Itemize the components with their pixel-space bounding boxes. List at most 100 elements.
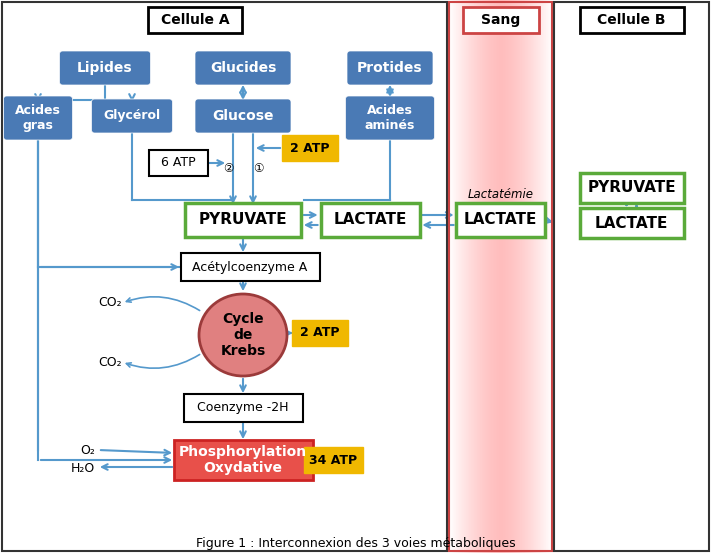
Bar <box>499 0 500 553</box>
Bar <box>530 0 531 553</box>
Text: Acides
gras: Acides gras <box>15 104 61 132</box>
Bar <box>449 0 450 553</box>
Text: Cellule B: Cellule B <box>597 13 665 27</box>
Text: Lipides: Lipides <box>77 61 133 75</box>
Bar <box>452 0 453 553</box>
Bar <box>526 0 527 553</box>
Bar <box>524 0 525 553</box>
Bar <box>541 0 542 553</box>
Bar <box>509 0 510 553</box>
Bar <box>514 0 515 553</box>
FancyBboxPatch shape <box>579 208 683 238</box>
Text: Cellule A: Cellule A <box>161 13 230 27</box>
Bar <box>513 0 514 553</box>
FancyBboxPatch shape <box>304 447 363 473</box>
FancyBboxPatch shape <box>462 7 538 33</box>
Text: Lactatémie: Lactatémie <box>468 189 533 201</box>
Bar <box>504 0 505 553</box>
Bar <box>472 0 473 553</box>
Text: Glycérol: Glycérol <box>103 109 161 123</box>
Bar <box>512 0 513 553</box>
Bar <box>486 0 487 553</box>
Bar <box>546 0 547 553</box>
Text: CO₂: CO₂ <box>98 356 122 368</box>
Text: H₂O: H₂O <box>71 462 95 476</box>
Bar <box>493 0 494 553</box>
Bar <box>450 0 451 553</box>
Bar <box>464 0 465 553</box>
Text: Acétylcoenzyme A: Acétylcoenzyme A <box>193 260 308 274</box>
Text: 34 ATP: 34 ATP <box>309 453 357 467</box>
FancyBboxPatch shape <box>92 99 173 133</box>
Bar <box>458 0 459 553</box>
FancyBboxPatch shape <box>321 203 419 237</box>
Bar <box>531 0 532 553</box>
Text: 2 ATP: 2 ATP <box>300 326 340 340</box>
Bar <box>459 0 460 553</box>
Bar <box>489 0 490 553</box>
Bar <box>475 0 476 553</box>
Bar <box>518 0 519 553</box>
Bar <box>461 0 462 553</box>
Bar <box>460 0 461 553</box>
Bar <box>462 0 463 553</box>
Bar <box>500 0 501 553</box>
FancyBboxPatch shape <box>347 51 433 85</box>
Bar <box>534 0 535 553</box>
Bar <box>497 0 498 553</box>
Bar <box>474 0 475 553</box>
Text: Protides: Protides <box>357 61 423 75</box>
Bar <box>477 0 478 553</box>
Bar <box>487 0 488 553</box>
FancyBboxPatch shape <box>579 173 683 203</box>
Bar <box>515 0 516 553</box>
Bar <box>554 2 709 551</box>
Text: Cycle
de
Krebs: Cycle de Krebs <box>220 312 266 358</box>
Bar <box>496 0 497 553</box>
Bar <box>469 0 470 553</box>
Text: Acides
aminés: Acides aminés <box>365 104 415 132</box>
FancyBboxPatch shape <box>173 440 313 480</box>
Bar <box>525 0 526 553</box>
Bar <box>463 0 464 553</box>
Bar <box>457 0 458 553</box>
Bar <box>2 2 447 551</box>
Bar <box>540 0 541 553</box>
Text: LACTATE: LACTATE <box>595 216 668 231</box>
Bar <box>544 0 545 553</box>
Bar <box>511 0 512 553</box>
Bar <box>502 0 503 553</box>
Text: Glucose: Glucose <box>213 109 274 123</box>
Text: PYRUVATE: PYRUVATE <box>587 180 676 196</box>
Bar <box>485 0 486 553</box>
Bar <box>516 0 517 553</box>
Bar <box>481 0 482 553</box>
Bar <box>476 0 477 553</box>
Bar <box>545 0 546 553</box>
FancyBboxPatch shape <box>579 7 683 33</box>
FancyBboxPatch shape <box>282 135 338 161</box>
Bar <box>471 0 472 553</box>
Ellipse shape <box>199 294 287 376</box>
Bar <box>529 0 530 553</box>
FancyBboxPatch shape <box>148 7 242 33</box>
Text: LACTATE: LACTATE <box>333 212 407 227</box>
FancyBboxPatch shape <box>185 203 301 237</box>
Bar <box>522 0 523 553</box>
Bar <box>551 0 552 553</box>
Bar <box>470 0 471 553</box>
Bar <box>490 0 491 553</box>
Bar <box>479 0 480 553</box>
Bar <box>495 0 496 553</box>
Bar <box>488 0 489 553</box>
FancyBboxPatch shape <box>346 96 434 140</box>
Bar <box>482 0 483 553</box>
Bar <box>523 0 524 553</box>
Text: 2 ATP: 2 ATP <box>290 142 330 154</box>
Bar <box>508 0 509 553</box>
Bar <box>483 0 484 553</box>
Bar <box>491 0 492 553</box>
Bar <box>549 0 550 553</box>
Bar <box>473 0 474 553</box>
Bar <box>466 0 467 553</box>
